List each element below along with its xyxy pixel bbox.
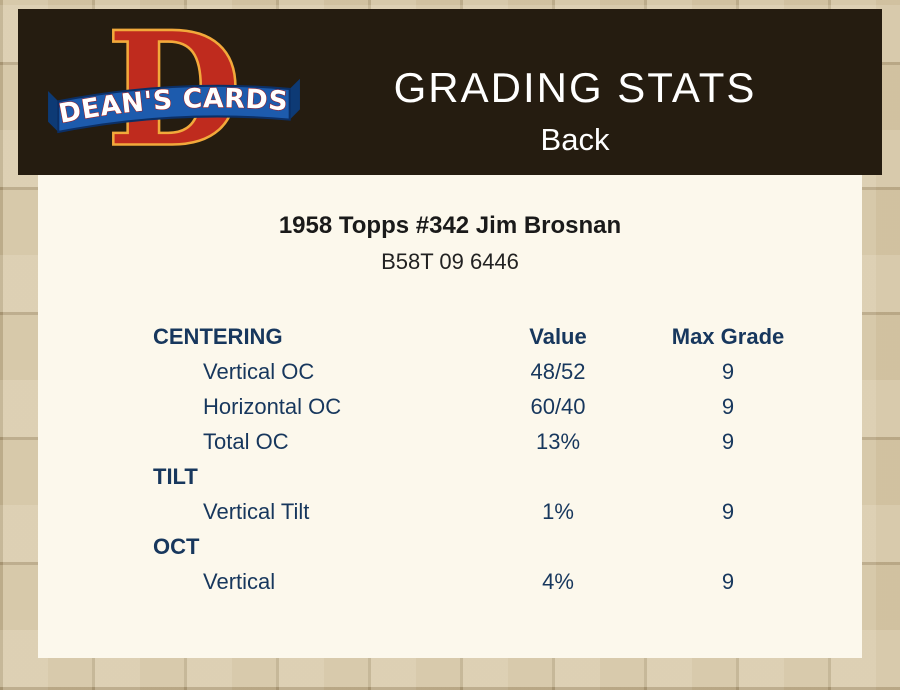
page-subtitle: Back (540, 122, 610, 157)
row-max-grade: 9 (721, 568, 735, 594)
row-label: Vertical OC (203, 358, 315, 384)
row-label: Horizontal OC (203, 393, 342, 419)
table-header-row: CENTERING Value Max Grade (153, 319, 823, 354)
column-header-max-grade: Max Grade (671, 323, 785, 349)
row-label: Vertical Tilt (203, 498, 310, 524)
section-header-tilt: TILT (153, 463, 198, 489)
ribbon-band (57, 84, 291, 134)
section-header-row: TILT (153, 459, 823, 494)
section-header-row: OCT (153, 529, 823, 564)
table-row: Vertical OC 48/52 9 (153, 354, 823, 389)
row-max-grade: 9 (721, 428, 735, 454)
table-row: Vertical 4% 9 (153, 564, 823, 599)
row-value: 4% (542, 568, 574, 594)
grading-table: CENTERING Value Max Grade Vertical OC 48… (153, 319, 823, 599)
ribbon-left-tail (48, 90, 59, 132)
deans-cards-logo: D DEAN'S CARDS (46, 0, 302, 183)
row-label: Total OC (203, 428, 289, 454)
table-row: Horizontal OC 60/40 9 (153, 389, 823, 424)
row-value: 60/40 (530, 393, 586, 419)
table-row: Total OC 13% 9 (153, 424, 823, 459)
row-value: 48/52 (530, 358, 586, 384)
card-id: B58T 09 6446 (381, 249, 519, 274)
deans-cards-logo-graphic: D DEAN'S CARDS (48, 0, 300, 183)
section-header-centering: CENTERING (153, 323, 283, 349)
header-titles: GRADING STATS Back (278, 9, 872, 157)
header-bar: D DEAN'S CARDS GRADING STATS Back (18, 0, 882, 183)
stats-panel: 1958 Topps #342 Jim Brosnan B58T 09 6446… (38, 175, 862, 658)
row-max-grade: 9 (721, 498, 735, 524)
row-max-grade: 9 (721, 393, 735, 419)
table-row: Vertical Tilt 1% 9 (153, 494, 823, 529)
row-value: 1% (542, 498, 574, 524)
column-header-value: Value (529, 323, 587, 349)
section-header-oct: OCT (153, 533, 200, 559)
card-title: 1958 Topps #342 Jim Brosnan (278, 212, 622, 239)
ribbon-right-tail (289, 78, 300, 120)
row-value: 13% (535, 428, 581, 454)
page-title: GRADING STATS (393, 64, 757, 111)
row-label: Vertical (203, 568, 276, 594)
row-max-grade: 9 (721, 358, 735, 384)
